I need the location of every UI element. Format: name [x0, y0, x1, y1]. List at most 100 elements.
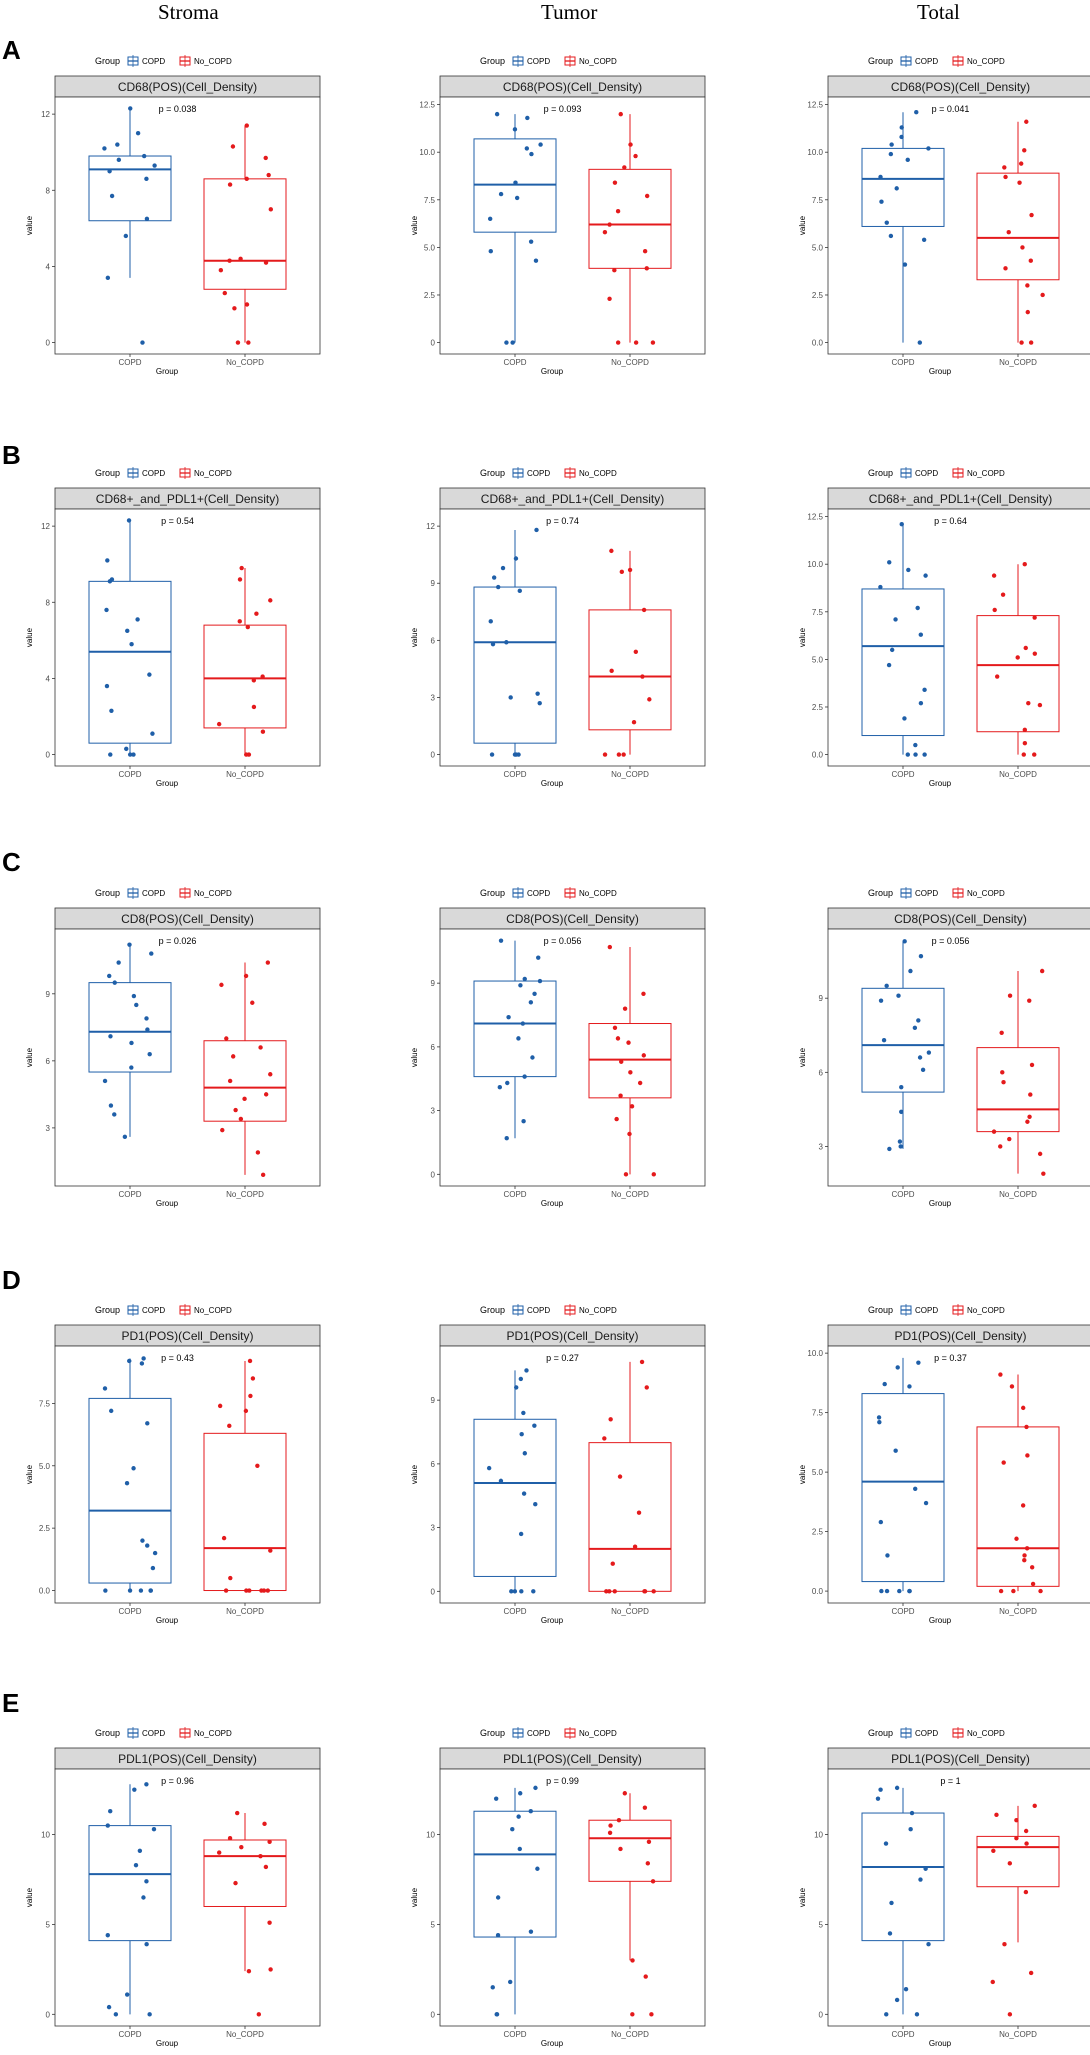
p-value-label: p = 0.37: [934, 1353, 967, 1363]
data-point: [879, 1588, 884, 1594]
data-point: [262, 1821, 267, 1827]
data-point: [612, 1025, 618, 1030]
data-point: [235, 1810, 240, 1816]
data-point: [217, 1403, 223, 1409]
y-tick-label: 5.0: [812, 655, 824, 664]
data-point: [633, 649, 639, 654]
data-point: [260, 1172, 266, 1178]
data-point: [151, 1827, 157, 1832]
data-point: [920, 1067, 926, 1073]
data-point: [1019, 340, 1024, 345]
data-point: [232, 306, 237, 311]
data-point: [220, 1127, 225, 1133]
y-tick-label: 0: [431, 339, 436, 348]
data-point: [914, 2012, 920, 2017]
data-point: [1006, 229, 1011, 235]
data-point: [1029, 1565, 1035, 1570]
data-point: [1022, 727, 1028, 733]
legend-key-copd: COPD: [900, 1304, 938, 1316]
x-axis-title: Group: [541, 779, 564, 788]
legend-label: No_COPD: [579, 469, 617, 478]
data-point: [263, 155, 268, 161]
boxplot-panel-c-stroma: Group COPD No_COPD CD8(POS)(Cell_Density) 3 6…: [25, 887, 321, 1208]
data-point: [640, 674, 645, 679]
boxplot-panel-b-total: Group COPD No_COPD CD68+_and_PDL1+(Cell_Den…: [798, 467, 1090, 788]
data-point: [883, 1841, 889, 1846]
data-point: [250, 1376, 256, 1381]
data-point: [147, 1051, 152, 1057]
x-tick-label: No_COPD: [611, 2030, 649, 2039]
data-point: [650, 1879, 656, 1884]
data-point: [216, 1850, 222, 1855]
data-point: [1011, 1588, 1016, 1594]
data-point: [244, 123, 249, 128]
data-point: [1007, 1136, 1012, 1142]
data-point: [116, 960, 121, 965]
data-point: [878, 1787, 883, 1792]
data-point: [109, 577, 115, 582]
iqr-box: [473, 980, 557, 1078]
data-point: [1022, 1553, 1027, 1558]
legend-key-no-copd: No_COPD: [179, 1727, 232, 1739]
data-point: [255, 1150, 261, 1155]
facet-title: CD68(POS)(Cell_Density): [118, 80, 257, 94]
data-point: [604, 1589, 609, 1594]
legend-key-copd: COPD: [512, 1304, 550, 1316]
x-tick-label: COPD: [503, 2030, 526, 2039]
data-point: [887, 560, 892, 565]
data-point: [243, 1408, 249, 1414]
legend-key-copd: COPD: [900, 887, 938, 899]
data-point: [998, 1588, 1004, 1594]
data-point: [641, 1053, 646, 1058]
data-point: [618, 1093, 623, 1098]
data-point: [509, 1589, 514, 1594]
data-point: [144, 1942, 149, 1947]
legend-key-no-copd: No_COPD: [952, 55, 1005, 67]
y-axis-title: value: [25, 1887, 34, 1907]
legend-title: Group: [480, 468, 505, 478]
data-point: [889, 1900, 894, 1906]
box-no-copd: [203, 565, 287, 757]
data-point: [513, 180, 518, 185]
data-point: [127, 752, 133, 757]
data-point: [102, 1386, 108, 1391]
data-point: [1028, 340, 1034, 345]
data-point: [1000, 1070, 1005, 1075]
x-axis-title: Group: [929, 1199, 952, 1208]
data-point: [532, 1423, 537, 1428]
data-point: [268, 1967, 273, 1972]
y-axis-title: value: [798, 1464, 807, 1484]
data-point: [905, 752, 911, 757]
data-point: [1032, 1803, 1037, 1809]
data-point: [512, 1589, 518, 1594]
data-point: [144, 216, 150, 222]
y-tick-label: 5: [431, 1920, 436, 1929]
data-point: [1014, 1835, 1019, 1841]
data-point: [512, 752, 518, 757]
y-tick-label: 6: [431, 1460, 436, 1469]
x-axis-title: Group: [156, 779, 179, 788]
x-axis-title: Group: [156, 1616, 179, 1625]
data-point: [109, 708, 114, 713]
legend-key-copd: COPD: [127, 467, 165, 479]
box-no-copd: [976, 968, 1060, 1176]
data-point: [223, 1588, 229, 1593]
x-tick-label: No_COPD: [226, 1607, 264, 1616]
data-point: [267, 1920, 272, 1925]
x-axis-title: Group: [929, 2039, 952, 2048]
data-point: [131, 993, 137, 999]
boxplot-panel-a-tumor: Group COPD No_COPD CD68(POS)(Cell_Density) 0…: [410, 55, 706, 376]
data-point: [1002, 165, 1007, 170]
data-point: [649, 2012, 654, 2017]
data-point: [1021, 1405, 1026, 1411]
plot-frame: [439, 1768, 706, 2027]
data-point: [882, 1381, 887, 1387]
y-tick-label: 9: [431, 579, 436, 588]
x-tick-label: COPD: [891, 1190, 914, 1199]
data-point: [909, 1810, 915, 1816]
data-point: [224, 1036, 229, 1041]
data-point: [246, 752, 252, 757]
legend-label: COPD: [915, 889, 938, 898]
data-point: [227, 182, 233, 187]
legend-key-copd: COPD: [900, 467, 938, 479]
